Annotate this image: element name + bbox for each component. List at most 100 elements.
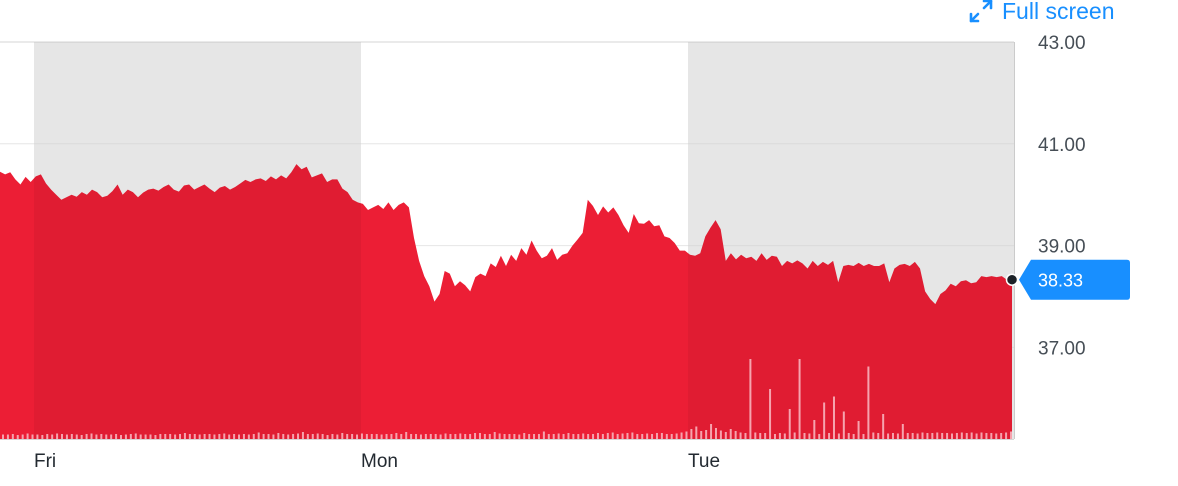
- volume-bar: [946, 433, 949, 439]
- volume-bar: [419, 434, 422, 439]
- volume-bar: [351, 434, 354, 439]
- volume-bar: [621, 433, 624, 439]
- volume-bar: [508, 434, 511, 439]
- volume-bar: [144, 434, 147, 439]
- volume-bar: [700, 431, 703, 439]
- volume-bar: [233, 434, 236, 439]
- volume-bar: [439, 434, 442, 439]
- volume-bar: [528, 434, 531, 439]
- volume-bar: [803, 433, 806, 439]
- volume-bar: [734, 431, 737, 439]
- volume-bar: [601, 434, 604, 439]
- volume-bar: [744, 433, 747, 439]
- y-tick-label: 37.00: [1038, 338, 1086, 359]
- volume-bar: [596, 433, 599, 439]
- volume-bar: [793, 432, 796, 439]
- volume-bar: [6, 434, 9, 439]
- volume-bar: [547, 434, 550, 439]
- volume-bar: [941, 433, 944, 439]
- volume-bar: [85, 434, 88, 439]
- volume-bar: [705, 430, 708, 439]
- volume-bar: [346, 434, 349, 439]
- current-price-marker: [1005, 273, 1019, 286]
- volume-bar: [695, 426, 698, 439]
- price-area-session-overlay: [688, 42, 1015, 439]
- volume-bar: [626, 433, 629, 439]
- volume-bar: [773, 434, 776, 439]
- volume-bar: [537, 434, 540, 439]
- volume-bar: [582, 433, 585, 439]
- volume-bar: [887, 433, 890, 439]
- volume-bar: [503, 434, 506, 439]
- volume-bar: [818, 434, 821, 439]
- volume-bar: [213, 434, 216, 439]
- volume-bar: [282, 434, 285, 439]
- volume-bar: [970, 432, 973, 439]
- volume-bar: [911, 433, 914, 439]
- volume-bar: [164, 434, 167, 439]
- volume-bar: [808, 433, 811, 439]
- volume-bar: [823, 402, 826, 439]
- volume-bar: [680, 432, 683, 439]
- volume-bar: [891, 433, 894, 439]
- volume-bar: [159, 434, 162, 439]
- volume-bar: [788, 409, 791, 439]
- volume-bar: [690, 429, 693, 439]
- volume-bar: [832, 396, 835, 439]
- volume-bar: [483, 434, 486, 439]
- volume-bar: [454, 434, 457, 439]
- current-price-label: 38.33: [1038, 271, 1083, 291]
- volume-bar: [719, 430, 722, 439]
- volume-bar: [65, 434, 68, 439]
- volume-bar: [990, 433, 993, 439]
- volume-bar: [444, 433, 447, 439]
- volume-bar: [921, 432, 924, 439]
- volume-bar: [670, 434, 673, 439]
- volume-bar: [828, 433, 831, 439]
- volume-bar: [262, 434, 265, 439]
- volume-bar: [857, 421, 860, 439]
- volume-bar: [975, 433, 978, 439]
- volume-bar: [813, 420, 816, 439]
- volume-bar: [523, 433, 526, 439]
- volume-bar: [724, 432, 727, 439]
- volume-bar: [1010, 431, 1012, 439]
- volume-bar: [616, 434, 619, 439]
- volume-bar: [542, 431, 545, 439]
- volume-bar: [149, 434, 152, 439]
- volume-bar: [710, 424, 713, 439]
- volume-bar: [139, 434, 142, 439]
- volume-bar: [218, 434, 221, 439]
- volume-bar: [552, 434, 555, 439]
- volume-bar: [405, 432, 408, 439]
- volume-bar: [311, 434, 314, 439]
- volume-bar: [926, 433, 929, 439]
- volume-bar: [651, 434, 654, 439]
- volume-bar: [852, 434, 855, 439]
- volume-bar: [267, 434, 270, 439]
- volume-bar: [46, 434, 49, 439]
- volume-bar: [469, 434, 472, 439]
- volume-bar: [228, 434, 231, 439]
- volume-bar: [557, 433, 560, 439]
- volume-bar: [611, 432, 614, 439]
- price-area-session-overlay: [34, 42, 361, 439]
- volume-bar: [188, 434, 191, 439]
- current-price-badge: [1019, 259, 1130, 300]
- volume-bar: [90, 433, 93, 439]
- volume-bar: [764, 433, 767, 439]
- volume-bar: [124, 434, 127, 439]
- volume-bar: [518, 434, 521, 439]
- volume-bar: [951, 433, 953, 439]
- volume-bar: [906, 433, 909, 439]
- volume-bar: [16, 435, 19, 439]
- volume-bar: [203, 434, 206, 439]
- volume-bar: [936, 432, 939, 439]
- volume-bar: [390, 434, 393, 439]
- volume-bar: [169, 434, 172, 439]
- volume-bar: [380, 434, 383, 439]
- volume-bar: [36, 434, 39, 439]
- full-screen-button[interactable]: Full screen: [968, 0, 1114, 26]
- volume-bar: [1000, 433, 1003, 439]
